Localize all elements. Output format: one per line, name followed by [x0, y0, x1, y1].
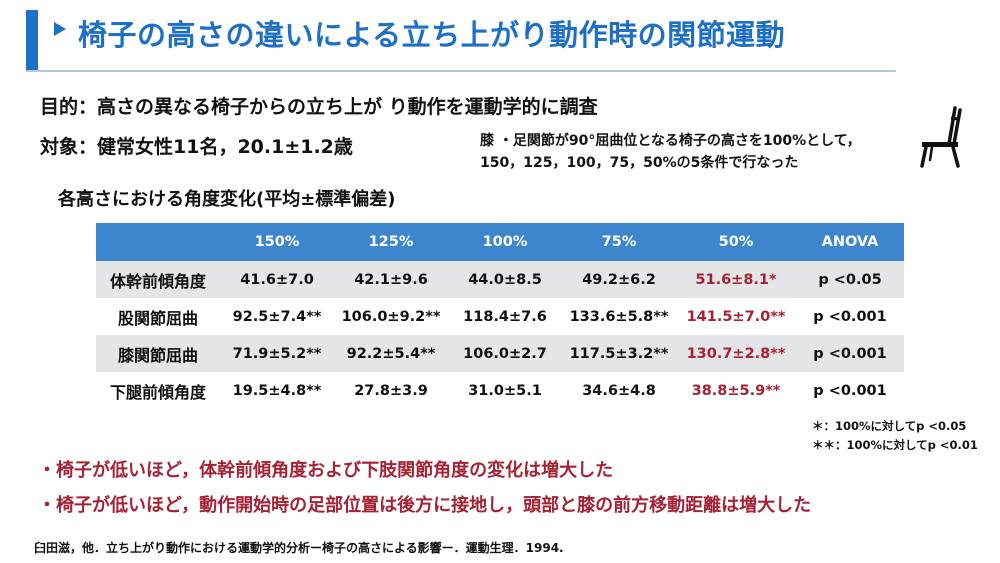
header-50: 50%	[676, 223, 796, 261]
anova-cell: p <0.001	[796, 372, 904, 409]
table-cell: 92.5±7.4**	[220, 298, 334, 335]
table-row: 膝関節屈曲 71.9±5.2** 92.2±5.4** 106.0±2.7 11…	[96, 335, 904, 372]
row-label: 下腿前傾角度	[96, 372, 220, 409]
table-cell-highlight: 141.5±7.0**	[676, 298, 796, 335]
anova-cell: p <0.001	[796, 335, 904, 372]
title-divider	[26, 70, 896, 72]
conclusion-2: ・椅子が低いほど，動作開始時の足部位置は後方に接地し，頭部と膝の前方移動距離は増…	[38, 495, 812, 516]
footnote-double-asterisk: ＊＊：100%に対してp <0.01	[812, 438, 978, 452]
header-100: 100%	[448, 223, 562, 261]
chair-icon	[920, 106, 962, 168]
table-cell: 133.6±5.8**	[562, 298, 676, 335]
table-title: 各高さにおける角度変化(平均±標準偏差)	[58, 189, 396, 210]
table-cell: 92.2±5.4**	[334, 335, 448, 372]
table-cell: 34.6±4.8	[562, 372, 676, 409]
table-row: 股関節屈曲 92.5±7.4** 106.0±9.2** 118.4±7.6 1…	[96, 298, 904, 335]
angle-data-table: 150% 125% 100% 75% 50% ANOVA 体幹前傾角度 41.6…	[96, 223, 904, 409]
header-150: 150%	[220, 223, 334, 261]
title-accent-bar	[26, 10, 38, 70]
header-corner	[96, 223, 220, 261]
table-cell: 27.8±3.9	[334, 372, 448, 409]
table-cell: 71.9±5.2**	[220, 335, 334, 372]
table-cell: 117.5±3.2**	[562, 335, 676, 372]
row-label: 体幹前傾角度	[96, 261, 220, 298]
table-row: 下腿前傾角度 19.5±4.8** 27.8±3.9 31.0±5.1 34.6…	[96, 372, 904, 409]
anova-cell: p <0.05	[796, 261, 904, 298]
purpose-text: 目的：高さの異なる椅子からの立ち上が り動作を運動学的に調査	[40, 96, 598, 118]
subject-text: 対象：健常女性11名，20.1±1.2歳	[40, 136, 353, 158]
table-cell: 41.6±7.0	[220, 261, 334, 298]
triangle-right-icon	[54, 22, 66, 36]
table-cell: 19.5±4.8**	[220, 372, 334, 409]
condition-note-line-2: 150，125，100，75，50%の5条件で行なった	[480, 155, 799, 171]
table-header-row: 150% 125% 100% 75% 50% ANOVA	[96, 223, 904, 261]
anova-cell: p <0.001	[796, 298, 904, 335]
table-cell-highlight: 130.7±2.8**	[676, 335, 796, 372]
row-label: 股関節屈曲	[96, 298, 220, 335]
table-cell-highlight: 38.8±5.9**	[676, 372, 796, 409]
condition-note: 膝 ・足関節が90°屈曲位となる椅子の高さを100%として， 150，125，1…	[480, 130, 861, 174]
conclusion-1: ・椅子が低いほど，体幹前傾角度および下肢関節角度の変化は増大した	[38, 460, 614, 481]
table-cell: 31.0±5.1	[448, 372, 562, 409]
header-anova: ANOVA	[796, 223, 904, 261]
footnote-single-asterisk: ＊：100%に対してp <0.05	[812, 419, 967, 433]
table-cell: 42.1±9.6	[334, 261, 448, 298]
table-row: 体幹前傾角度 41.6±7.0 42.1±9.6 44.0±8.5 49.2±6…	[96, 261, 904, 298]
header-75: 75%	[562, 223, 676, 261]
table-cell: 49.2±6.2	[562, 261, 676, 298]
table-cell: 118.4±7.6	[448, 298, 562, 335]
page-title: 椅子の高さの違いによる立ち上がり動作時の関節運動	[78, 18, 786, 52]
table-cell: 106.0±2.7	[448, 335, 562, 372]
citation: 臼田滋，他．立ち上がり動作における運動学的分析ー椅子の高さによる影響ー．運動生理…	[34, 541, 564, 555]
condition-note-line-1: 膝 ・足関節が90°屈曲位となる椅子の高さを100%として，	[480, 133, 861, 149]
header-125: 125%	[334, 223, 448, 261]
table-cell-highlight: 51.6±8.1*	[676, 261, 796, 298]
table-cell: 44.0±8.5	[448, 261, 562, 298]
table-cell: 106.0±9.2**	[334, 298, 448, 335]
row-label: 膝関節屈曲	[96, 335, 220, 372]
